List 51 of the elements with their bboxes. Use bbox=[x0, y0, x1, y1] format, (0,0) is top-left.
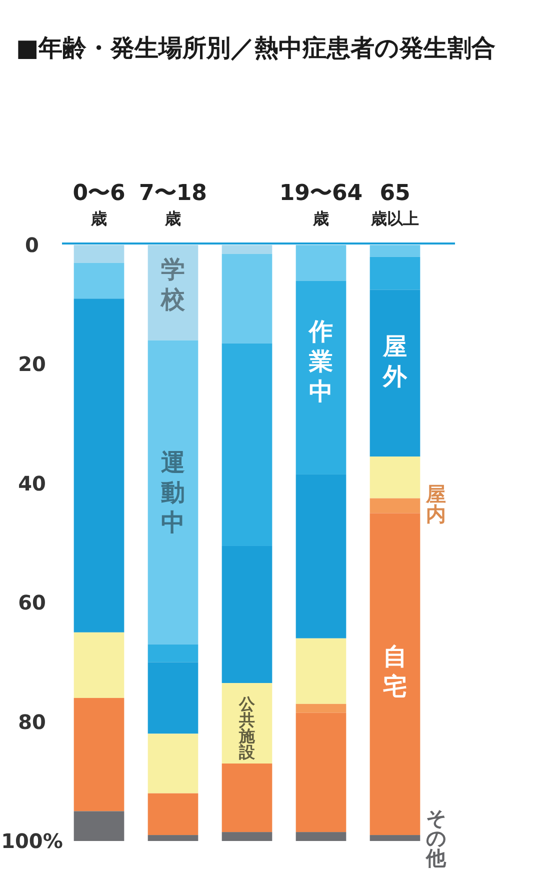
bar bbox=[74, 298, 124, 632]
y-tick-label: 100% bbox=[1, 829, 63, 853]
bar bbox=[148, 662, 198, 734]
bar bbox=[148, 340, 198, 644]
y-tick-label: 40 bbox=[18, 471, 46, 496]
bar bbox=[222, 764, 272, 832]
bar bbox=[296, 245, 346, 281]
bar bbox=[74, 632, 124, 698]
bar bbox=[370, 456, 420, 498]
chart-title: ■年齢・発生場所別／熱中症患者の発生割合 bbox=[16, 34, 496, 62]
bar bbox=[370, 513, 420, 836]
bar bbox=[370, 835, 420, 841]
y-tick-label: 60 bbox=[18, 590, 46, 615]
annotation: 作業中 bbox=[308, 317, 333, 406]
bar bbox=[74, 262, 124, 299]
bar bbox=[222, 254, 272, 344]
annotation: 屋外 bbox=[382, 332, 408, 390]
bar bbox=[222, 832, 272, 841]
bar bbox=[148, 734, 198, 794]
y-tick-label: 80 bbox=[18, 710, 46, 734]
bar bbox=[74, 245, 124, 263]
bar bbox=[296, 712, 346, 832]
bar bbox=[296, 832, 346, 841]
bar bbox=[148, 793, 198, 836]
bar bbox=[296, 474, 346, 638]
bar bbox=[74, 811, 124, 841]
bar bbox=[222, 343, 272, 546]
bar bbox=[74, 698, 124, 812]
bar bbox=[148, 644, 198, 662]
bar bbox=[370, 245, 420, 257]
annotation: その他 bbox=[425, 806, 448, 870]
bar bbox=[296, 638, 346, 704]
bar bbox=[148, 835, 198, 841]
annotation: 学校 bbox=[160, 255, 186, 314]
bar bbox=[222, 546, 272, 684]
bar bbox=[370, 498, 420, 514]
x-tick-label: 0〜6歳 bbox=[72, 181, 126, 228]
annotation: 自宅 bbox=[383, 642, 407, 700]
bar bbox=[370, 256, 420, 290]
x-tick-label: 7〜18歳 bbox=[139, 181, 207, 228]
x-tick-label: 19〜64歳 bbox=[279, 181, 363, 228]
x-tick-label: 65歳以上 bbox=[370, 181, 419, 228]
annotation: 屋内 bbox=[425, 482, 446, 526]
bar bbox=[222, 245, 272, 254]
y-tick-label: 0 bbox=[25, 233, 39, 257]
annotation: 運動中 bbox=[160, 448, 185, 536]
y-tick-label: 20 bbox=[18, 352, 46, 376]
bar bbox=[370, 290, 420, 457]
bar bbox=[296, 280, 346, 474]
annotation: 公共施設 bbox=[238, 694, 256, 762]
bar bbox=[296, 704, 346, 713]
